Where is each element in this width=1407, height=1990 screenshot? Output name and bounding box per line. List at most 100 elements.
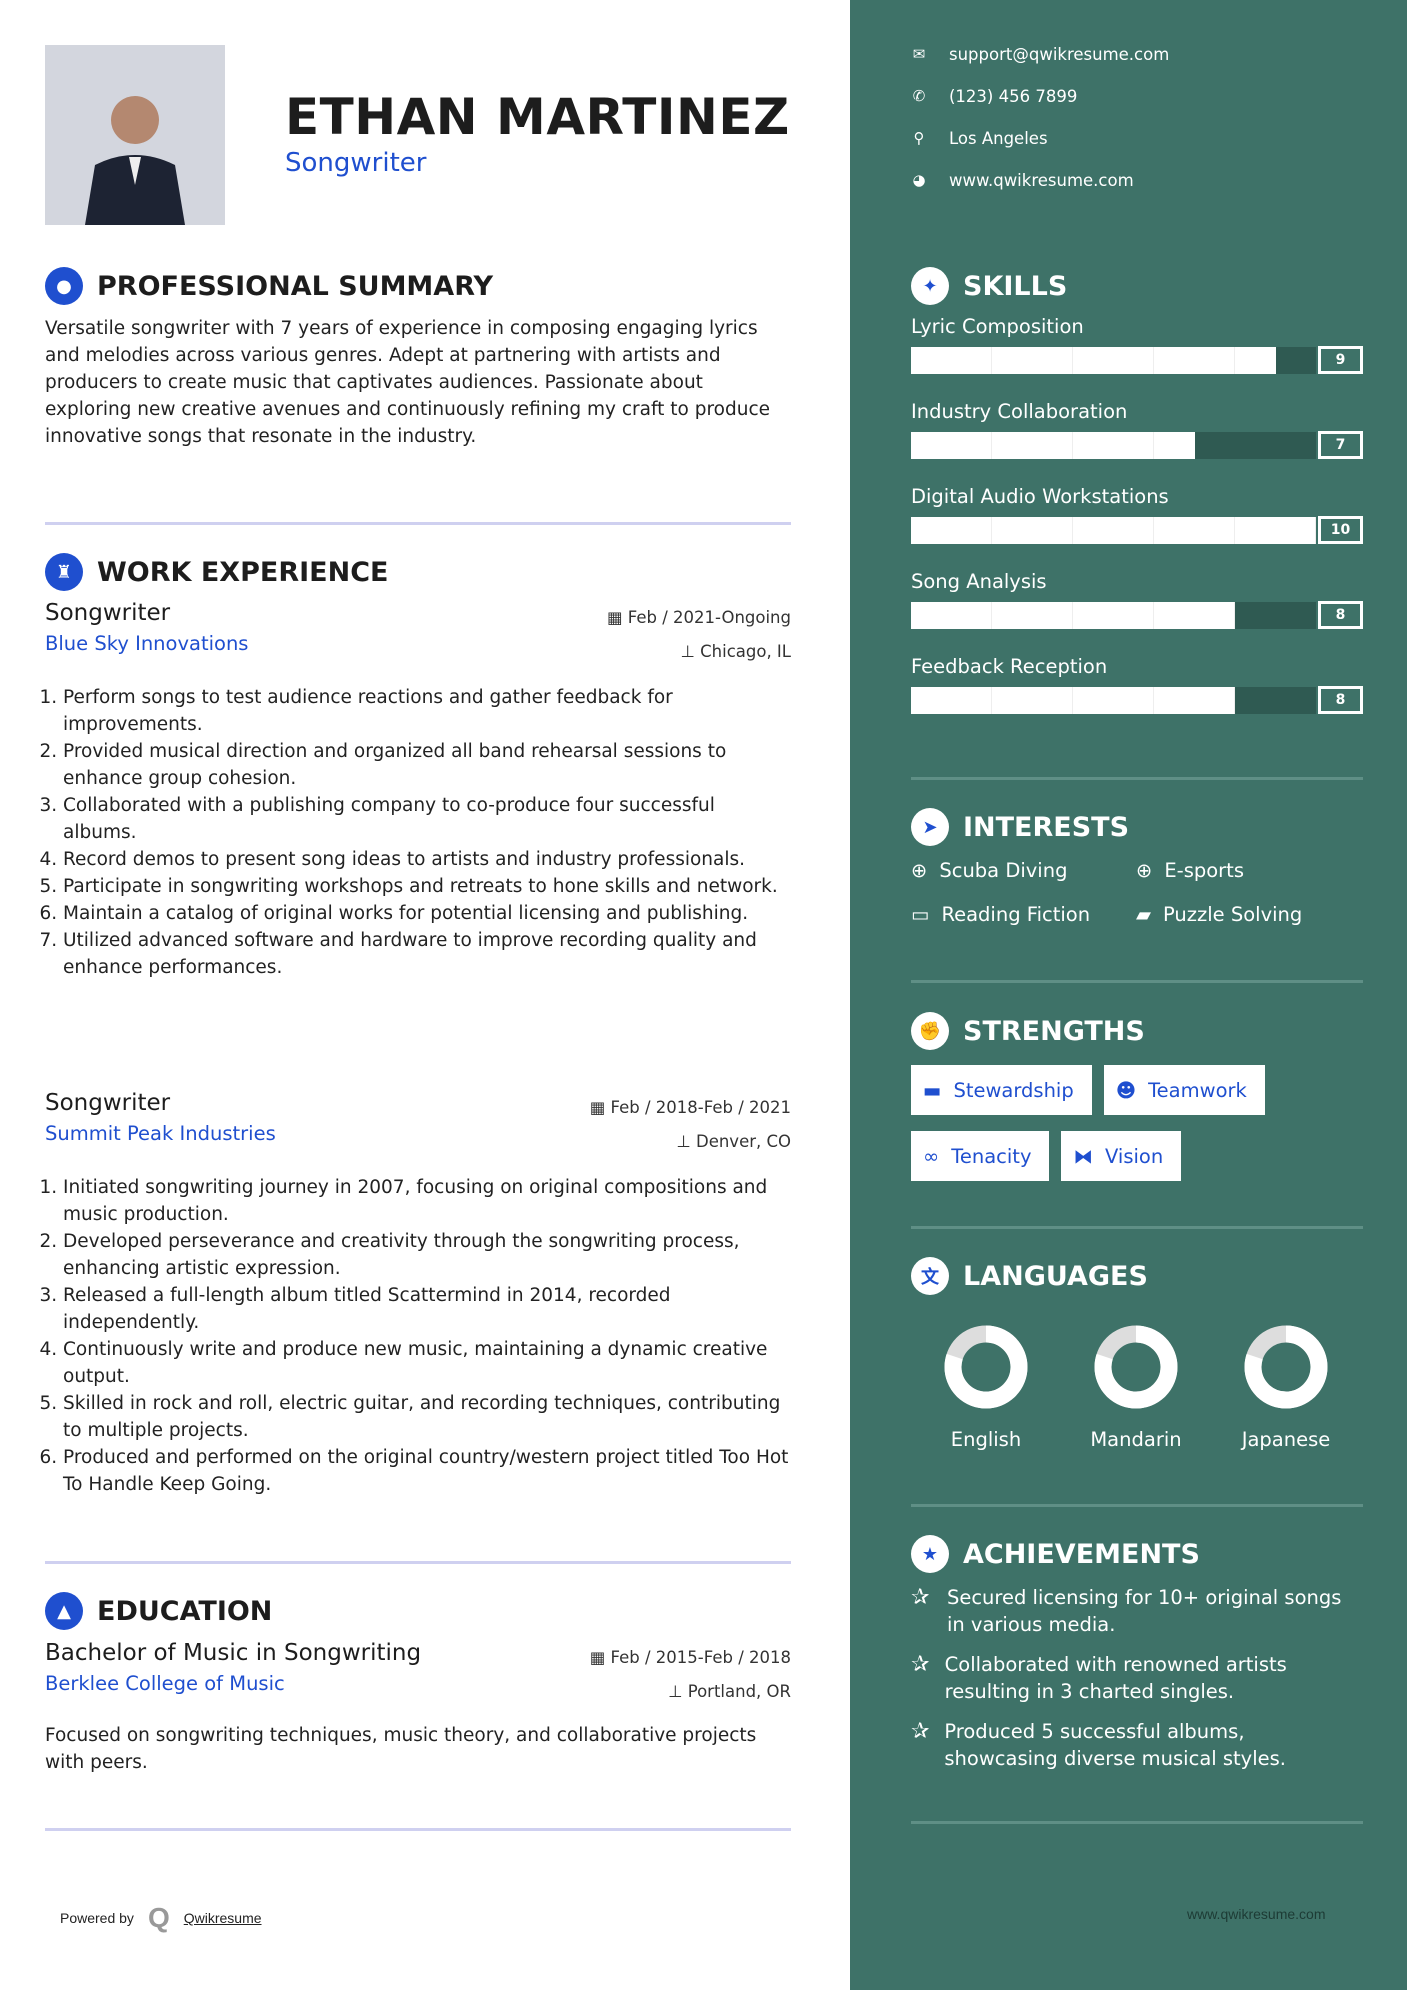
job-2: Songwriter Summit Peak Industries ▦ Feb … — [45, 1090, 791, 1498]
users-icon: ☻ — [1115, 1078, 1137, 1102]
job-title: Songwriter — [45, 600, 171, 626]
list-item: Utilized advanced software and hardware … — [63, 927, 791, 981]
list-item: Skilled in rock and roll, electric guita… — [63, 1390, 791, 1444]
life-ring-icon: ⊕ — [1136, 858, 1153, 882]
contact-website: ◕ www.qwikresume.com — [911, 159, 1169, 201]
email-link[interactable]: support@qwikresume.com — [949, 44, 1170, 64]
skill-score: 10 — [1318, 516, 1363, 544]
skill-score: 9 — [1318, 346, 1363, 374]
list-item: Released a full-length album titled Scat… — [63, 1282, 791, 1336]
lightbulb-icon: ✦ — [911, 267, 949, 305]
star-icon: ✰ — [911, 1585, 930, 1610]
contact-list: ✉ support@qwikresume.com ✆ (123) 456 7899 … — [911, 33, 1169, 201]
job-duties: Perform songs to test audience reactions… — [45, 684, 791, 981]
gamepad-icon: ▭ — [911, 902, 930, 926]
skill-fill — [911, 346, 1276, 374]
work-heading: ♜ WORK EXPERIENCE — [45, 553, 388, 591]
powered-label: Powered by — [60, 1910, 134, 1926]
language-item: English — [911, 1322, 1061, 1451]
paper-plane-icon: ➤ — [911, 808, 949, 846]
degree: Bachelor of Music in Songwriting — [45, 1640, 422, 1666]
donut-fill — [944, 1325, 1028, 1409]
summary-title: PROFESSIONAL SUMMARY — [97, 270, 494, 302]
job-date: ▦ Feb / 2021-Ongoing — [606, 608, 791, 627]
company-name: Summit Peak Industries — [45, 1122, 276, 1145]
achievement-item: ✰ Produced 5 successful albums, showcasin… — [911, 1719, 1286, 1770]
skill-label: Lyric Composition — [911, 315, 1084, 338]
skill-label: Industry Collaboration — [911, 400, 1128, 423]
work-title: WORK EXPERIENCE — [97, 556, 389, 588]
job-1: Songwriter Blue Sky Innovations ▦ Feb / … — [45, 600, 791, 981]
list-item: Continuously write and produce new music… — [63, 1336, 791, 1390]
skill-fill — [911, 431, 1195, 459]
pin-icon: ⊥ — [676, 1132, 696, 1151]
skill-track — [911, 346, 1316, 374]
list-item: Record demos to present song ideas to ar… — [63, 846, 791, 873]
globe-icon: ◕ — [912, 171, 926, 189]
skill-bar: 8 — [911, 686, 1363, 714]
language-donut — [944, 1325, 1028, 1409]
divider — [911, 777, 1363, 780]
skill-item: Feedback Reception 8 — [911, 655, 1363, 740]
interests-heading: ➤ INTERESTS — [911, 808, 1129, 846]
skill-track — [911, 601, 1316, 629]
skill-fill — [911, 516, 1316, 544]
list-item: Developed perseverance and creativity th… — [63, 1228, 791, 1282]
strengths-list: ▬ Stewardship ☻ Teamwork ∞ Tenacity ⧓ Vision — [911, 1065, 1381, 1197]
contact-phone: ✆ (123) 456 7899 — [911, 75, 1169, 117]
skill-score: 8 — [1318, 686, 1363, 714]
strengths-heading: ✊ STRENGTHS — [911, 1012, 1145, 1050]
skill-bar: 7 — [911, 431, 1363, 459]
contact-email: ✉ support@qwikresume.com — [911, 33, 1170, 75]
languages-list: English Mandarin Japanese — [911, 1322, 1363, 1451]
star-badge-icon: ★ — [911, 1535, 949, 1573]
qwikresume-link[interactable]: Qwikresume — [183, 1910, 262, 1926]
skill-item: Song Analysis 8 — [911, 570, 1363, 655]
footer-website[interactable]: www.qwikresume.com — [1187, 1906, 1326, 1922]
language-name: Mandarin — [1090, 1428, 1182, 1451]
language-name: Japanese — [1241, 1428, 1331, 1451]
skill-score: 8 — [1318, 601, 1363, 629]
interests-title: INTERESTS — [963, 811, 1130, 843]
divider — [45, 522, 791, 525]
list-item: Initiated songwriting journey in 2007, f… — [63, 1174, 791, 1228]
skill-bar: 10 — [911, 516, 1363, 544]
list-item: Collaborated with a publishing company t… — [63, 792, 791, 846]
languages-heading: 文 LANGUAGES — [911, 1257, 1148, 1295]
list-item: Participate in songwriting workshops and… — [63, 873, 791, 900]
job-duties: Initiated songwriting journey in 2007, f… — [45, 1174, 791, 1498]
strengths-title: STRENGTHS — [963, 1015, 1145, 1047]
calendar-icon: ▦ — [606, 608, 628, 627]
language-item: Mandarin — [1061, 1322, 1211, 1451]
briefcase-icon: ▬ — [923, 1078, 942, 1102]
calendar-icon: ▦ — [589, 1648, 611, 1667]
summary-heading: ● PROFESSIONAL SUMMARY — [45, 267, 493, 305]
skill-fill — [911, 601, 1235, 629]
skill-item: Lyric Composition 9 — [911, 315, 1363, 400]
star-icon: ✰ — [911, 1719, 930, 1744]
divider — [911, 1504, 1363, 1507]
map-pin-icon: ⚲ — [913, 129, 925, 147]
school-name: Berklee College of Music — [45, 1672, 285, 1695]
fist-icon: ✊ — [911, 1012, 949, 1050]
phone-icon: ✆ — [912, 87, 926, 105]
achievements-heading: ★ ACHIEVEMENTS — [911, 1535, 1200, 1573]
language-donut — [1094, 1325, 1178, 1409]
book-icon: ▰ — [1136, 902, 1151, 926]
candidate-name: ETHAN MARTINEZ — [285, 88, 790, 146]
education-entry: Bachelor of Music in Songwriting Berklee… — [45, 1640, 791, 1776]
skill-track — [911, 431, 1316, 459]
achievements-title: ACHIEVEMENTS — [963, 1538, 1200, 1570]
education-heading: ▲ EDUCATION — [45, 1592, 272, 1630]
divider — [911, 980, 1363, 983]
summary-text: Versatile songwriter with 7 years of exp… — [45, 318, 770, 447]
website-link[interactable]: www.qwikresume.com — [949, 170, 1134, 190]
list-item: Provided musical direction and organized… — [63, 738, 791, 792]
interest-item: ⊕ E-sports — [1136, 858, 1244, 882]
star-icon: ✰ — [911, 1652, 930, 1677]
strength-chip: ⧓ Vision — [1061, 1131, 1182, 1181]
language-item: Japanese — [1211, 1322, 1361, 1451]
skill-track — [911, 516, 1316, 544]
main-column: ETHAN MARTINEZ Songwriter ● PROFESSIONAL… — [0, 0, 850, 1990]
powered-by: Powered by Q Qwikresume — [60, 1902, 262, 1934]
